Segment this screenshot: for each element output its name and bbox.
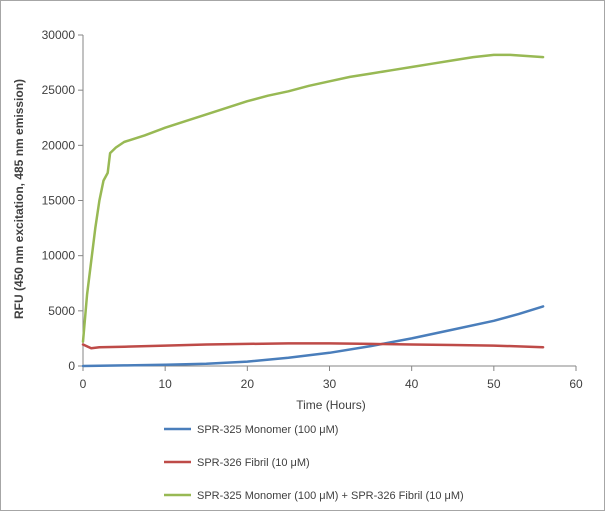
y-tick-label: 10000 <box>42 249 76 263</box>
x-tick-label: 0 <box>80 377 87 391</box>
legend-label-2: SPR-326 Fibril (10 μM) <box>197 457 310 469</box>
y-tick-label: 30000 <box>42 28 76 42</box>
x-tick-label: 50 <box>487 377 501 391</box>
x-tick-label: 40 <box>405 377 419 391</box>
x-axis-title: Time (Hours) <box>296 398 366 412</box>
series-line-2 <box>81 342 545 350</box>
series-line-1 <box>81 305 545 368</box>
series-line-3 <box>81 53 545 343</box>
y-tick-label: 15000 <box>42 194 76 208</box>
y-tick-label: 25000 <box>42 83 76 97</box>
legend-label-1: SPR-325 Monomer (100 μM) <box>197 424 338 436</box>
y-tick-label: 5000 <box>48 304 75 318</box>
y-axis-title: RFU (450 nm excitation, 485 nm emission) <box>12 79 26 319</box>
x-tick-label: 10 <box>158 377 172 391</box>
legend: SPR-325 Monomer (100 μM) SPR-326 Fibril (… <box>164 424 464 502</box>
x-tick-label: 20 <box>241 377 255 391</box>
x-tick-label: 60 <box>569 377 583 391</box>
axes: 0 5000 10000 15000 20000 25000 30000 0 10 20 30 40 5… <box>42 28 583 391</box>
legend-label-3: SPR-325 Monomer (100 μM) + SPR-326 Fibri… <box>197 490 464 502</box>
axis-labels: RFU (450 nm excitation, 485 nm emission)… <box>12 79 366 412</box>
series-lines <box>81 53 545 368</box>
x-tick-label: 30 <box>323 377 337 391</box>
y-tick-label: 20000 <box>42 138 76 152</box>
y-tick-label: 0 <box>68 359 75 373</box>
